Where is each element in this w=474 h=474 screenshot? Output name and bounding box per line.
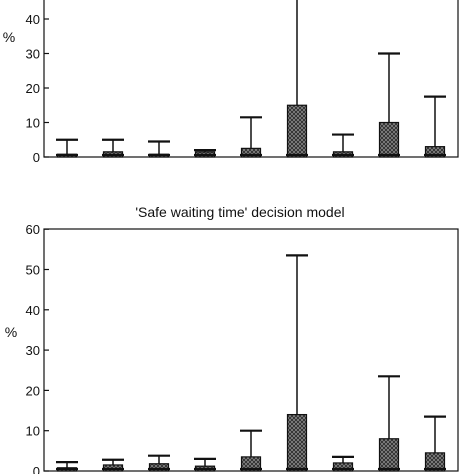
chart-top-bar xyxy=(286,104,308,158)
chart-top-y-tick-label: 20 xyxy=(26,81,40,96)
chart-bottom-title: 'Safe waiting time' decision model xyxy=(135,204,344,220)
chart-bottom-y-tick-label: 50 xyxy=(26,263,40,278)
chart-bottom-y-tick-label: 30 xyxy=(26,343,40,358)
chart-bottom-y-tick-label: 60 xyxy=(26,222,40,237)
chart-bottom-y-tick-label: 40 xyxy=(26,303,40,318)
chart-top-y-tick-label: 0 xyxy=(33,150,40,165)
chart-top-bar xyxy=(378,121,400,158)
chart-top: % 0 10 20 30 40 xyxy=(3,0,459,165)
chart-top-y-tick-label: 40 xyxy=(26,12,40,27)
chart-bottom-bar xyxy=(286,413,308,472)
chart-bottom-y-tick-label: 20 xyxy=(26,383,40,398)
chart-top-y-tick-label: 30 xyxy=(26,47,40,62)
chart-bottom-y-axis-label: % xyxy=(5,324,17,340)
chart-top-y-tick-label: 10 xyxy=(26,116,40,131)
chart-bottom-bar xyxy=(378,438,400,472)
chart-bottom-y-tick-label: 10 xyxy=(26,424,40,439)
chart-bottom-y-tick-label: 0 xyxy=(33,464,40,474)
chart-bottom: 'Safe waiting time' decision model % 0 10… xyxy=(5,204,459,474)
chart-top-y-axis-label: % xyxy=(3,29,15,45)
